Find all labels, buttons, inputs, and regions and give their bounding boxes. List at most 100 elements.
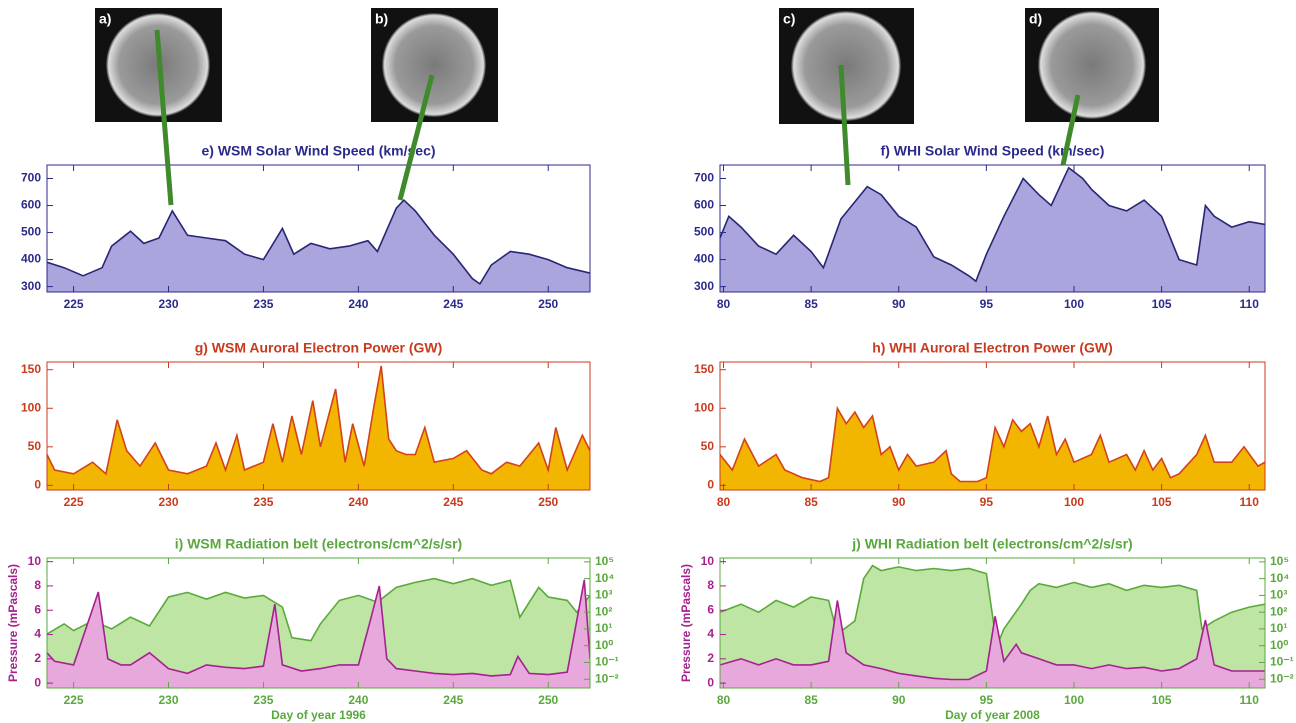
- chart-title: g) WSM Auroral Electron Power (GW): [195, 340, 443, 356]
- plot-frame: [719, 361, 1266, 491]
- x-tick-label: 85: [804, 693, 818, 707]
- x-tick-label: 245: [443, 693, 463, 707]
- x-tick-label: 250: [538, 495, 558, 509]
- chart-title: h) WHI Auroral Electron Power (GW): [872, 340, 1113, 356]
- x-tick-label: 90: [892, 495, 906, 509]
- connector: [1060, 94, 1081, 166]
- x-axis-label: Day of year 2008: [945, 708, 1040, 722]
- y2-tick-label: 10⁵: [1270, 554, 1289, 568]
- x-tick-label: 100: [1064, 297, 1084, 311]
- area-line: [720, 166, 1265, 283]
- x-tick-label: 100: [1064, 495, 1084, 509]
- y-tick-label: 0: [34, 478, 41, 492]
- y2-tick-label: 10⁻¹: [595, 655, 619, 669]
- y-tick-label: 500: [694, 225, 714, 239]
- y-tick-label: 100: [21, 400, 41, 414]
- area-fill: [720, 565, 1265, 688]
- plot-frame: [46, 164, 591, 293]
- y-tick-label: 400: [21, 252, 41, 266]
- y2-tick-label: 10⁴: [1270, 571, 1289, 585]
- x-tick-label: 250: [538, 297, 558, 311]
- y-tick-label: 400: [694, 252, 714, 266]
- y-axis-label: Pressure (mPascals): [6, 564, 20, 682]
- chart-title: e) WSM Solar Wind Speed (km/sec): [201, 143, 435, 159]
- image-label: b): [375, 11, 388, 27]
- x-tick-label: 95: [980, 297, 994, 311]
- x-tick-label: 240: [348, 297, 368, 311]
- area-fill: [47, 579, 590, 688]
- y-tick-label: 6: [707, 602, 714, 616]
- x-tick-label: 245: [443, 495, 463, 509]
- y2-tick-label: 10²: [595, 604, 612, 618]
- x-tick-label: 90: [892, 297, 906, 311]
- x-tick-label: 250: [538, 693, 558, 707]
- y2-tick-label: 10¹: [595, 621, 612, 635]
- image-label: c): [783, 11, 795, 27]
- x-tick-label: 230: [158, 297, 178, 311]
- x-tick-label: 85: [804, 297, 818, 311]
- sun-disk: [791, 11, 901, 121]
- plot-frame: [46, 557, 591, 689]
- y2-tick-label: 10⁰: [1270, 638, 1288, 652]
- y2-tick-label: 10³: [1270, 588, 1287, 602]
- x-tick-label: 235: [253, 297, 273, 311]
- y-tick-label: 8: [34, 578, 41, 592]
- area-fill: [720, 600, 1265, 688]
- y-tick-label: 700: [21, 171, 41, 185]
- image-label: a): [99, 11, 111, 27]
- y2-tick-label: 10⁻²: [595, 671, 619, 685]
- y2-tick-label: 10⁻¹: [1270, 655, 1294, 669]
- y-tick-label: 0: [34, 675, 41, 689]
- x-tick-label: 105: [1152, 693, 1172, 707]
- area-line: [47, 577, 590, 642]
- solar-images: a) b) c) d): [95, 8, 1159, 124]
- y-tick-label: 4: [707, 627, 714, 641]
- area-line: [47, 579, 590, 677]
- y-tick-label: 300: [21, 279, 41, 293]
- x-tick-label: 105: [1152, 297, 1172, 311]
- x-tick-label: 95: [980, 495, 994, 509]
- y-tick-label: 10: [28, 554, 42, 568]
- y2-tick-label: 10¹: [1270, 621, 1287, 635]
- y-tick-label: 10: [701, 554, 715, 568]
- connector: [838, 64, 851, 186]
- plot-frame: [719, 164, 1266, 293]
- y2-tick-label: 10⁰: [595, 638, 613, 652]
- y2-tick-label: 10³: [595, 588, 612, 602]
- chart-title: i) WSM Radiation belt (electrons/cm^2/s/…: [175, 536, 462, 552]
- x-tick-label: 225: [64, 693, 84, 707]
- y2-tick-label: 10⁻²: [1270, 671, 1294, 685]
- sun-disk: [382, 13, 486, 117]
- x-tick-label: 230: [158, 693, 178, 707]
- area-line: [720, 405, 1265, 483]
- x-tick-label: 110: [1240, 693, 1260, 707]
- x-tick-label: 80: [717, 495, 731, 509]
- y-tick-label: 150: [694, 362, 714, 376]
- y-tick-label: 50: [28, 439, 42, 453]
- image-label: d): [1029, 11, 1042, 27]
- y-tick-label: 0: [707, 675, 714, 689]
- x-tick-label: 240: [348, 495, 368, 509]
- area-line: [720, 600, 1265, 681]
- x-tick-label: 80: [717, 297, 731, 311]
- x-tick-label: 235: [253, 495, 273, 509]
- x-tick-label: 90: [892, 693, 906, 707]
- area-line: [47, 365, 590, 476]
- area-fill: [720, 167, 1265, 292]
- area-fill: [720, 408, 1265, 490]
- y-tick-label: 2: [34, 651, 41, 665]
- connector: [154, 29, 174, 206]
- x-tick-label: 110: [1240, 495, 1260, 509]
- area-fill: [47, 365, 590, 490]
- plot-frame: [719, 557, 1266, 689]
- chart-title: f) WHI Solar Wind Speed (km/sec): [881, 143, 1105, 159]
- y2-tick-label: 10⁵: [595, 554, 614, 568]
- y-tick-label: 600: [694, 198, 714, 212]
- y2-tick-label: 10⁴: [595, 571, 614, 585]
- y-tick-label: 600: [21, 198, 41, 212]
- x-tick-label: 100: [1064, 693, 1084, 707]
- plot-frame: [46, 361, 591, 491]
- x-tick-label: 235: [253, 693, 273, 707]
- connector-lines: [154, 29, 1081, 206]
- x-tick-label: 225: [64, 297, 84, 311]
